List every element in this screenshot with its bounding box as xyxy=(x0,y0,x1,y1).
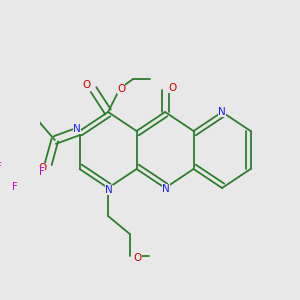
Text: F: F xyxy=(39,167,45,177)
Text: N: N xyxy=(218,107,226,117)
Text: F: F xyxy=(0,162,2,172)
Text: O: O xyxy=(82,80,91,90)
Text: N: N xyxy=(105,185,113,195)
Text: O: O xyxy=(117,84,125,94)
Text: N: N xyxy=(162,184,170,194)
Text: F: F xyxy=(12,182,18,192)
Text: O: O xyxy=(168,83,176,93)
Text: N: N xyxy=(73,124,81,134)
Text: O: O xyxy=(38,163,46,173)
Text: O: O xyxy=(134,253,142,263)
